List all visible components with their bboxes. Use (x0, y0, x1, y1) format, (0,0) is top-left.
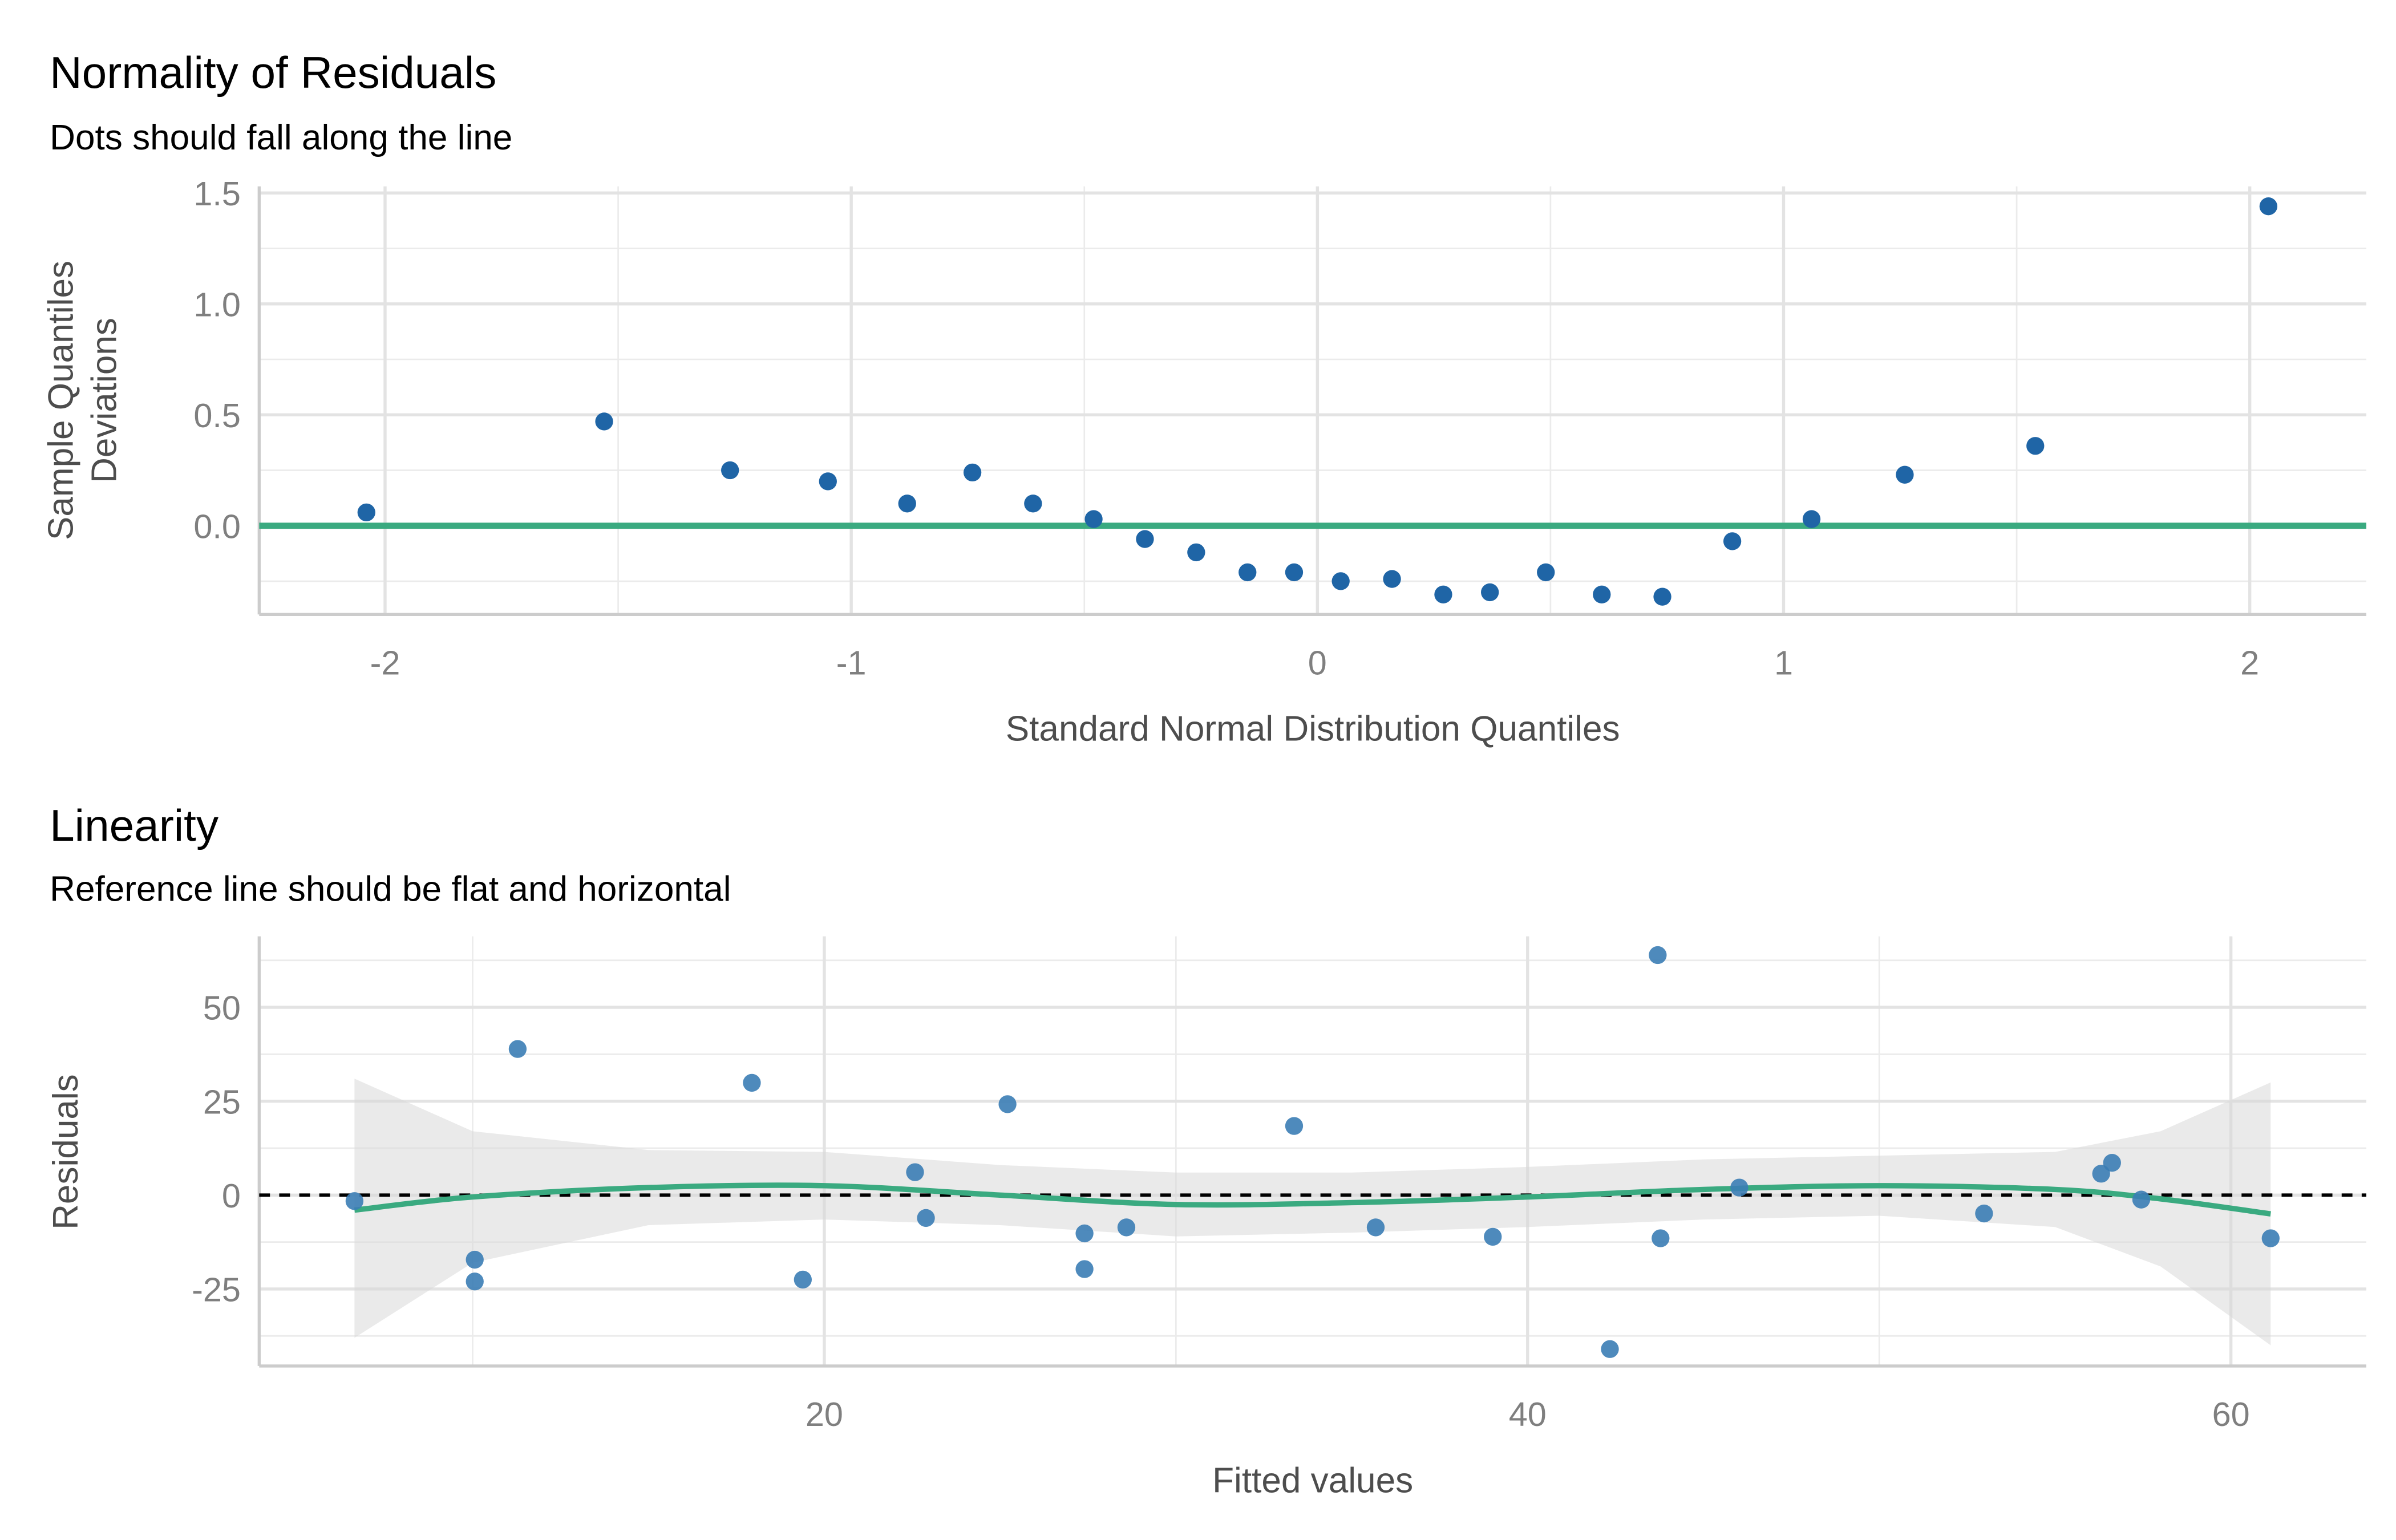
data-point (963, 463, 982, 482)
panel2-ylabel: Residuals (46, 1074, 86, 1230)
x-tick-label: -1 (836, 644, 867, 682)
panel2-xlabel: Fitted values (1212, 1461, 1413, 1500)
data-point (1239, 563, 1257, 582)
y-tick-label: -25 (192, 1271, 241, 1309)
y-tick-label: 25 (203, 1083, 241, 1121)
data-point (1075, 1224, 1094, 1243)
data-point (898, 495, 916, 513)
data-point (345, 1192, 364, 1210)
panel2-subtitle: Reference line should be flat and horizo… (50, 870, 731, 909)
y-tick-label: 0 (222, 1177, 241, 1215)
x-tick-label: 20 (806, 1395, 843, 1433)
data-point (1366, 1218, 1385, 1237)
data-point (1187, 543, 1205, 562)
data-point (466, 1250, 484, 1269)
data-point (1723, 532, 1742, 550)
data-point (466, 1272, 484, 1291)
data-point (1730, 1178, 1749, 1197)
normality-panel: -2 -1 0 1 2 0.0 0.5 1.0 1.5 (193, 175, 2366, 682)
data-point (2092, 1165, 2110, 1183)
panel1-ylabel-line1: Sample Quantiles (42, 261, 81, 540)
data-point (1601, 1340, 1619, 1358)
data-point (508, 1040, 527, 1058)
data-point (2103, 1154, 2121, 1172)
data-point (1896, 465, 1914, 484)
data-point (1593, 585, 1611, 603)
confidence-band (354, 1079, 2271, 1346)
data-point (743, 1073, 761, 1092)
data-point (1285, 563, 1304, 582)
data-point (1117, 1218, 1136, 1237)
panel1-ylabel-line2: Deviations (84, 318, 124, 483)
data-point (1653, 587, 1671, 606)
data-point (1537, 563, 1555, 582)
data-point (595, 412, 613, 431)
data-point (2132, 1190, 2151, 1209)
data-point (2259, 197, 2278, 216)
data-point (721, 461, 739, 480)
data-point (1649, 946, 1667, 964)
data-point (998, 1095, 1017, 1113)
data-point (357, 503, 375, 522)
data-point (1481, 583, 1499, 602)
x-tick-label: 60 (2212, 1395, 2250, 1433)
data-point (2261, 1229, 2280, 1247)
x-tick-label: 40 (1509, 1395, 1547, 1433)
data-point (1331, 572, 1350, 590)
data-point (2026, 437, 2045, 455)
panel2-title: Linearity (50, 800, 218, 850)
data-point (819, 472, 837, 491)
data-point (1136, 530, 1154, 548)
y-tick-label: 0.0 (193, 507, 241, 545)
x-tick-label: 1 (1774, 644, 1793, 682)
data-point (1084, 510, 1103, 528)
loess-smooth-line (354, 1182, 2271, 1217)
data-point (1975, 1204, 1993, 1223)
panel1-xlabel: Standard Normal Distribution Quantiles (1006, 710, 1620, 749)
x-tick-label: -2 (370, 644, 400, 682)
x-tick-label: 2 (2240, 644, 2259, 682)
y-tick-label: 1.0 (193, 285, 241, 323)
data-point (917, 1209, 935, 1227)
data-point (1484, 1227, 1502, 1246)
panel1-subtitle: Dots should fall along the line (50, 118, 512, 157)
y-tick-label: 50 (203, 989, 241, 1027)
data-point (1652, 1229, 1670, 1247)
y-tick-label: 1.5 (193, 175, 241, 213)
data-point (1802, 510, 1821, 528)
data-point (1024, 495, 1042, 513)
panel1-title: Normality of Residuals (50, 47, 496, 98)
y-tick-label: 0.5 (193, 396, 241, 435)
linearity-panel: 20 40 60 -25 0 25 50 (192, 936, 2366, 1433)
data-point (1285, 1117, 1304, 1135)
data-point (1434, 585, 1452, 603)
data-point (794, 1270, 812, 1289)
x-tick-label: 0 (1308, 644, 1327, 682)
data-point (906, 1163, 924, 1181)
data-point (1383, 570, 1401, 588)
data-point (1075, 1260, 1094, 1278)
